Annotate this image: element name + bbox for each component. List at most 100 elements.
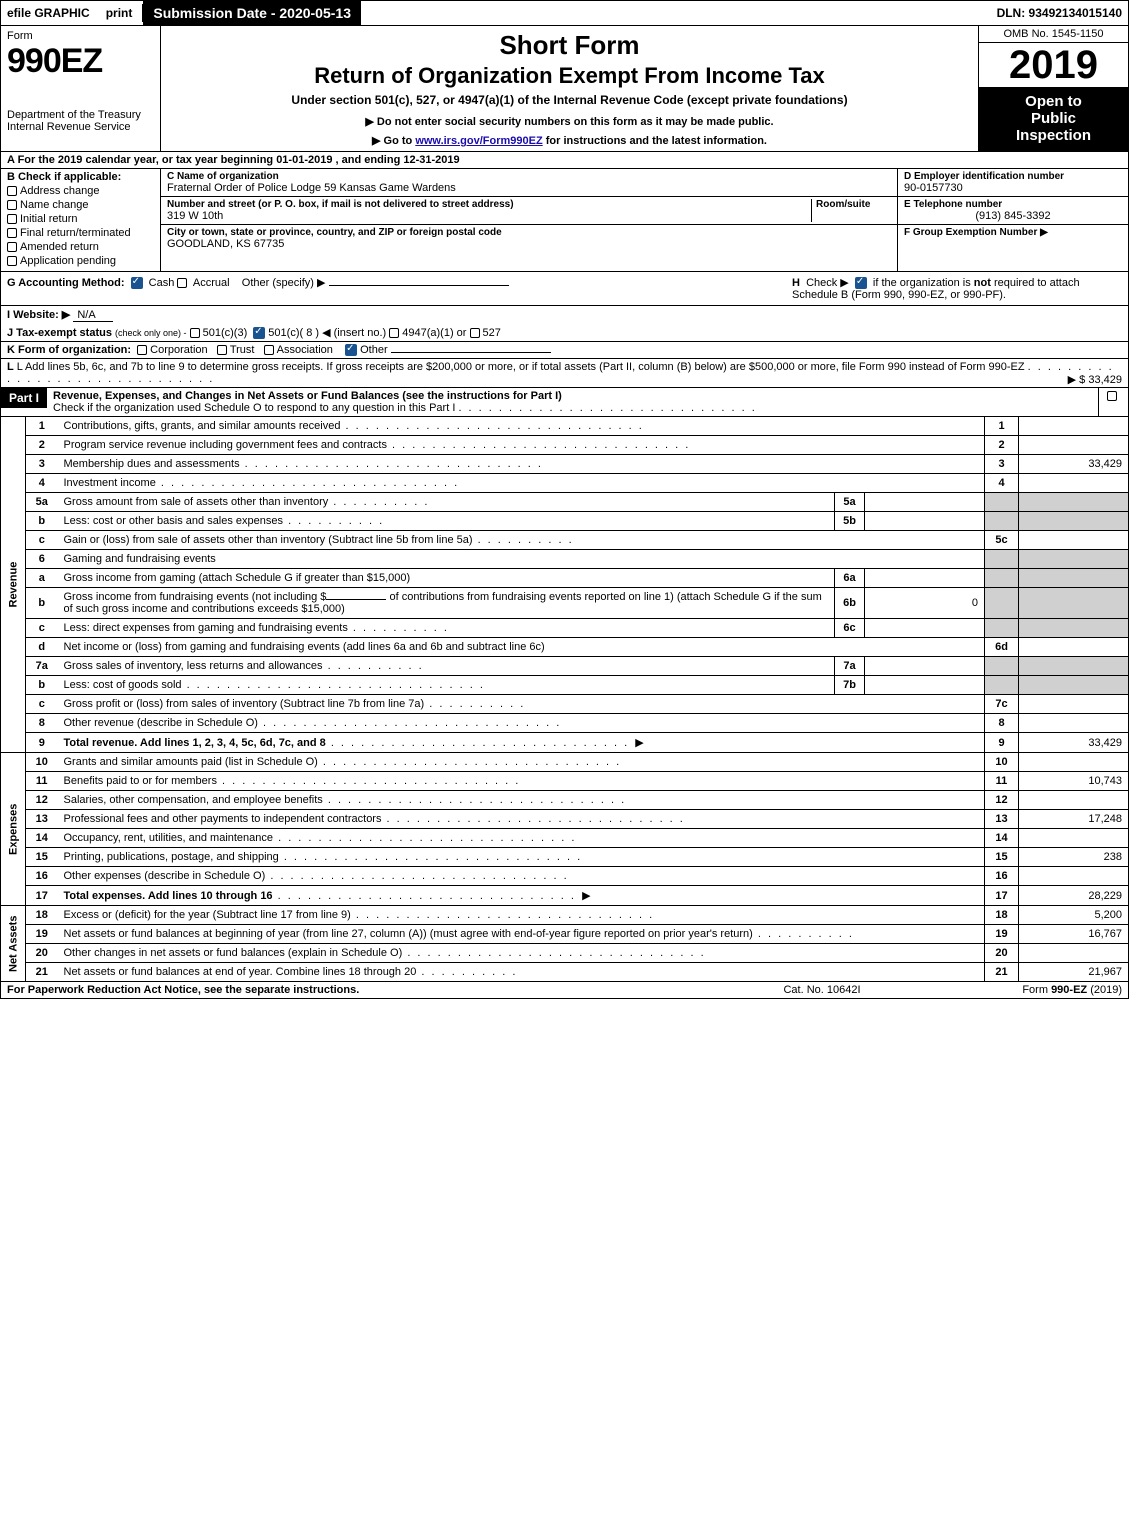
contrib-amount-field[interactable] [326,599,386,600]
top-bar: efile GRAPHIC print Submission Date - 20… [0,0,1129,26]
goto-suffix: for instructions and the latest informat… [546,135,767,147]
row-g: G Accounting Method: Cash Accrual Other … [0,272,1129,305]
chk-name-change[interactable]: Name change [7,199,154,211]
table-row: b Gross income from fundraising events (… [1,588,1129,619]
checkbox-icon [7,200,17,210]
row-j: J Tax-exempt status (check only one) - 5… [0,324,1129,341]
row-l: L L Add lines 5b, 6c, and 7b to line 9 t… [0,359,1129,388]
checkbox-icon [177,278,187,288]
table-row: d Net income or (loss) from gaming and f… [1,638,1129,657]
ln-ref: 1 [985,417,1019,436]
k-label: K Form of organization: [7,344,131,356]
l-amount: ▶ $ 33,429 [1068,373,1122,386]
table-row: 6 Gaming and fundraising events [1,550,1129,569]
dln-number: DLN: 93492134015140 [991,4,1128,22]
table-row: Expenses 10 Grants and similar amounts p… [1,753,1129,772]
tel-block: E Telephone number (913) 845-3392 [898,197,1128,225]
website-label: I Website: ▶ [7,309,70,321]
checkbox-icon [7,256,17,266]
table-row: 15 Printing, publications, postage, and … [1,848,1129,867]
part-label: Part I [1,388,47,408]
dots [458,402,756,414]
section-expenses: Expenses [1,753,26,906]
header-right: OMB No. 1545-1150 2019 Open to Public In… [978,26,1128,151]
part1-header: Part I Revenue, Expenses, and Changes in… [0,388,1129,417]
table-row: 11 Benefits paid to or for members 11 10… [1,772,1129,791]
other-org-field[interactable] [391,352,551,353]
part1-title-block: Revenue, Expenses, and Changes in Net As… [47,388,1098,416]
opt-other-org: Other [360,344,388,356]
chk-initial-return[interactable]: Initial return [7,213,154,225]
table-row: Net Assets 18 Excess or (deficit) for th… [1,906,1129,925]
irs-link[interactable]: www.irs.gov/Form990EZ [415,135,542,147]
table-row: b Less: cost or other basis and sales ex… [1,512,1129,531]
city-block: City or town, state or province, country… [161,225,897,252]
part1-title: Revenue, Expenses, and Changes in Net As… [53,390,562,402]
goto-line: ▶ Go to www.irs.gov/Form990EZ for instru… [169,134,970,147]
org-name-label: C Name of organization [167,171,891,182]
col-b-title: B Check if applicable: [7,171,154,183]
table-row: a Gross income from gaming (attach Sched… [1,569,1129,588]
chk-application-pending[interactable]: Application pending [7,255,154,267]
chk-address-change[interactable]: Address change [7,185,154,197]
checkbox-icon [137,345,147,355]
table-row: c Gain or (loss) from sale of assets oth… [1,531,1129,550]
table-row: 13 Professional fees and other payments … [1,810,1129,829]
col-c: C Name of organization Fraternal Order o… [161,169,898,271]
form-number: 990EZ [7,42,154,81]
opt-other: Other (specify) ▶ [242,277,326,289]
efile-label: efile GRAPHIC [1,4,96,22]
checkbox-icon [190,328,200,338]
table-row: 16 Other expenses (describe in Schedule … [1,867,1129,886]
tel-label: E Telephone number [904,199,1122,210]
info-grid: B Check if applicable: Address change Na… [0,169,1129,272]
footer-form: Form 990-EZ (2019) [922,984,1122,996]
table-row: 4 Investment income 4 [1,474,1129,493]
opt-assoc: Association [277,344,333,356]
ln-val [1019,417,1129,436]
table-row: 21 Net assets or fund balances at end of… [1,963,1129,982]
j-sub: (check only one) - [115,328,187,338]
checkbox-checked-icon [131,277,143,289]
row-i: I Website: ▶ N/A [0,305,1129,324]
table-row: Revenue 1 Contributions, gifts, grants, … [1,417,1129,436]
row-h: H Check ▶ if the organization is not req… [792,276,1122,301]
ein-label: D Employer identification number [904,171,1122,182]
checkbox-icon [7,214,17,224]
table-row: c Less: direct expenses from gaming and … [1,619,1129,638]
table-row: 12 Salaries, other compensation, and emp… [1,791,1129,810]
short-form-title: Short Form [169,30,970,61]
omb-number: OMB No. 1545-1150 [979,26,1128,43]
ln-desc: Contributions, gifts, grants, and simila… [58,417,985,436]
other-specify-field[interactable] [329,285,509,286]
schedule-o-checkbox[interactable] [1098,388,1128,416]
table-row: 2 Program service revenue including gove… [1,436,1129,455]
return-title: Return of Organization Exempt From Incom… [169,63,970,89]
table-row: 7a Gross sales of inventory, less return… [1,657,1129,676]
header-middle: Short Form Return of Organization Exempt… [161,26,978,151]
print-button[interactable]: print [96,4,144,22]
room-label: Room/suite [816,199,891,210]
part1-scho: Check if the organization used Schedule … [53,402,455,414]
row-a-taxyear: A For the 2019 calendar year, or tax yea… [0,152,1129,169]
table-row: 8 Other revenue (describe in Schedule O)… [1,714,1129,733]
group-label: F Group Exemption Number ▶ [904,227,1122,238]
table-row: 17 Total expenses. Add lines 10 through … [1,886,1129,906]
org-name-block: C Name of organization Fraternal Order o… [161,169,897,197]
website-value[interactable]: N/A [73,309,113,322]
chk-amended-return[interactable]: Amended return [7,241,154,253]
chk-final-return[interactable]: Final return/terminated [7,227,154,239]
table-row: b Less: cost of goods sold 7b [1,676,1129,695]
checkbox-icon [264,345,274,355]
checkbox-icon [7,242,17,252]
group-block: F Group Exemption Number ▶ [898,225,1128,271]
checkbox-checked-icon [855,277,867,289]
ein: 90-0157730 [904,182,1122,194]
open-line1: Open to [983,93,1124,110]
tel: (913) 845-3392 [904,210,1122,222]
part1-badge: Part I [1,388,47,416]
checkbox-checked-icon [253,327,265,339]
table-row: 20 Other changes in net assets or fund b… [1,944,1129,963]
table-row: 3 Membership dues and assessments 3 33,4… [1,455,1129,474]
ssn-notice: ▶ Do not enter social security numbers o… [169,115,970,128]
